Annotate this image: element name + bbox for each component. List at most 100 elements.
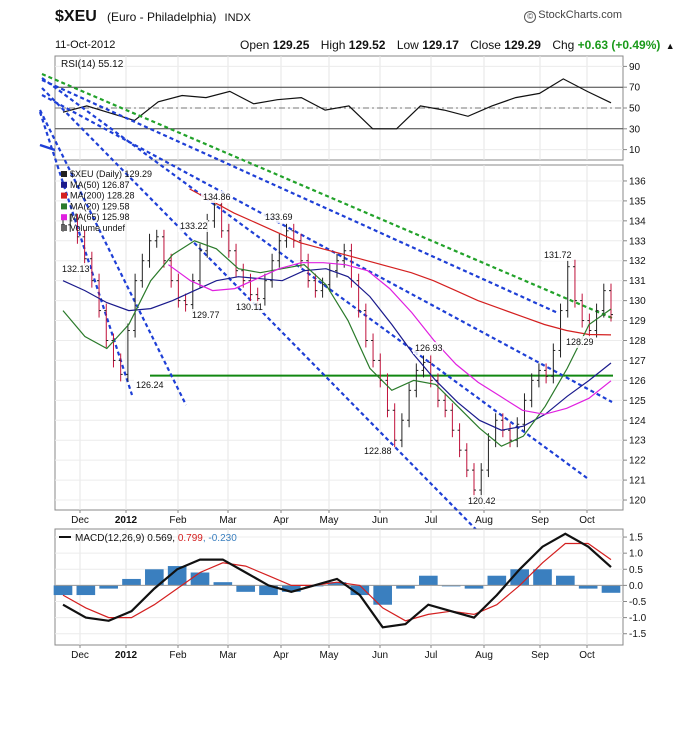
macd-histogram-bar <box>99 585 118 589</box>
y-tick-label: -1.5 <box>629 629 647 640</box>
macd-histogram-bar <box>327 582 347 586</box>
price-bar <box>529 373 534 408</box>
price-bar <box>125 323 130 382</box>
price-bar <box>298 233 303 268</box>
macd-histogram-bar <box>282 585 301 592</box>
y-tick-label: 136 <box>629 176 646 187</box>
y-tick-label: -0.5 <box>629 597 647 608</box>
price-bar <box>277 233 282 268</box>
annotation-bg <box>134 379 164 391</box>
price-bar <box>457 423 462 458</box>
legend-label: MA(200) 128.28 <box>70 191 135 201</box>
ma-line <box>168 262 612 415</box>
y-tick-label: 128 <box>629 336 646 347</box>
x-tick-label: Dec <box>71 515 89 526</box>
price-bar <box>176 273 181 308</box>
trendline <box>41 72 613 320</box>
macd-histogram-bar <box>601 585 621 593</box>
trendline-stub <box>39 143 56 152</box>
price-bar <box>226 223 231 258</box>
chart-header: $XEU (Euro - Philadelphia) INDX © StockCh… <box>0 0 688 54</box>
price-bar <box>371 333 376 368</box>
annotation-bg <box>60 263 90 275</box>
annotation-bg <box>178 220 208 232</box>
y-tick-label: 30 <box>629 124 641 135</box>
macd-signal-line <box>62 542 612 622</box>
price-bar <box>385 373 390 418</box>
price-bar <box>587 313 592 338</box>
x-tick-label: Sep <box>531 515 549 526</box>
price-bar <box>558 303 563 358</box>
price-bar <box>450 403 455 438</box>
price-bar <box>111 333 116 368</box>
annotation-bg <box>413 342 443 354</box>
annotation-bg <box>190 309 220 321</box>
trendline <box>39 109 187 406</box>
macd-histogram-bar <box>464 585 484 589</box>
open-label: Open <box>240 38 270 52</box>
price-bar <box>572 259 577 308</box>
x-tick-label: 2012 <box>115 650 138 661</box>
chart-title: $XEU (Euro - Philadelphia) INDX <box>55 8 251 26</box>
brand-logo: © StockCharts.com <box>524 9 622 23</box>
x-tick-label: May <box>320 650 339 661</box>
macd-histogram-bar <box>213 582 233 586</box>
quote-line: Open 129.25 High 129.52 Low 129.17 Close… <box>240 38 675 52</box>
price-annotation: 132.13 <box>62 264 90 274</box>
y-tick-label: 1.0 <box>629 549 643 560</box>
price-bar <box>580 293 585 328</box>
ma-line <box>62 240 612 447</box>
price-bar <box>565 259 570 318</box>
chg-value: +0.63 (+0.49%) <box>577 38 661 52</box>
annotation-bg <box>542 249 572 261</box>
macd-histogram-bar <box>350 585 370 596</box>
price-annotation: 126.24 <box>136 380 164 390</box>
price-bar <box>486 433 491 478</box>
macd-legend-signal: 0.799 <box>178 533 203 544</box>
y-tick-label: 10 <box>629 145 641 156</box>
rsi-panel: 90 70 50 30 10 RSI(14) 55.12 <box>54 55 641 161</box>
price-bar <box>140 253 145 288</box>
y-tick-label: 123 <box>629 436 646 447</box>
price-bar <box>104 303 109 348</box>
brand-name: StockCharts.com <box>538 9 622 21</box>
price-bar <box>479 463 484 498</box>
x-tick-label: Apr <box>273 515 289 526</box>
price-bar <box>472 463 476 498</box>
price-bar <box>609 283 613 322</box>
y-tick-label: 131 <box>629 276 646 287</box>
macd-histogram-bar <box>259 585 278 596</box>
y-tick-label: 125 <box>629 396 646 407</box>
y-tick-label: 122 <box>629 456 646 467</box>
price-bar <box>536 363 541 388</box>
legend-swatch <box>61 225 67 231</box>
macd-histogram-bar <box>396 585 415 589</box>
x-tick-label: Oct <box>579 650 595 661</box>
price-panel: 136 135 134 133 132 131 130 129 128 127 126 125 124 1… <box>38 72 646 561</box>
y-tick-label: 135 <box>629 196 646 207</box>
macd-frame <box>54 528 624 646</box>
price-bar <box>363 303 368 348</box>
price-bar <box>392 403 397 448</box>
macd-legend-macd: MACD(12,26,9) 0.569, <box>75 533 178 544</box>
macd-histogram-bar <box>167 566 187 586</box>
y-tick-label: 1.5 <box>629 533 643 544</box>
chart-date: 11-Oct-2012 <box>55 39 116 51</box>
y-tick-label: 121 <box>629 476 646 487</box>
x-tick-label: Jun <box>372 515 388 526</box>
close-value: 129.29 <box>504 38 541 52</box>
price-bar <box>551 343 556 384</box>
y-tick-label: 0.0 <box>629 581 643 592</box>
annotation-bg <box>564 336 594 348</box>
y-tick-label: 90 <box>629 62 641 73</box>
price-bar <box>241 263 246 288</box>
x-tick-label: Mar <box>219 515 237 526</box>
trendline <box>41 87 507 561</box>
macd-histogram-bar <box>76 585 96 596</box>
price-bar <box>154 229 159 248</box>
price-bar <box>82 229 87 266</box>
price-bar <box>161 229 166 268</box>
legend-label: Volume undef <box>70 223 126 233</box>
